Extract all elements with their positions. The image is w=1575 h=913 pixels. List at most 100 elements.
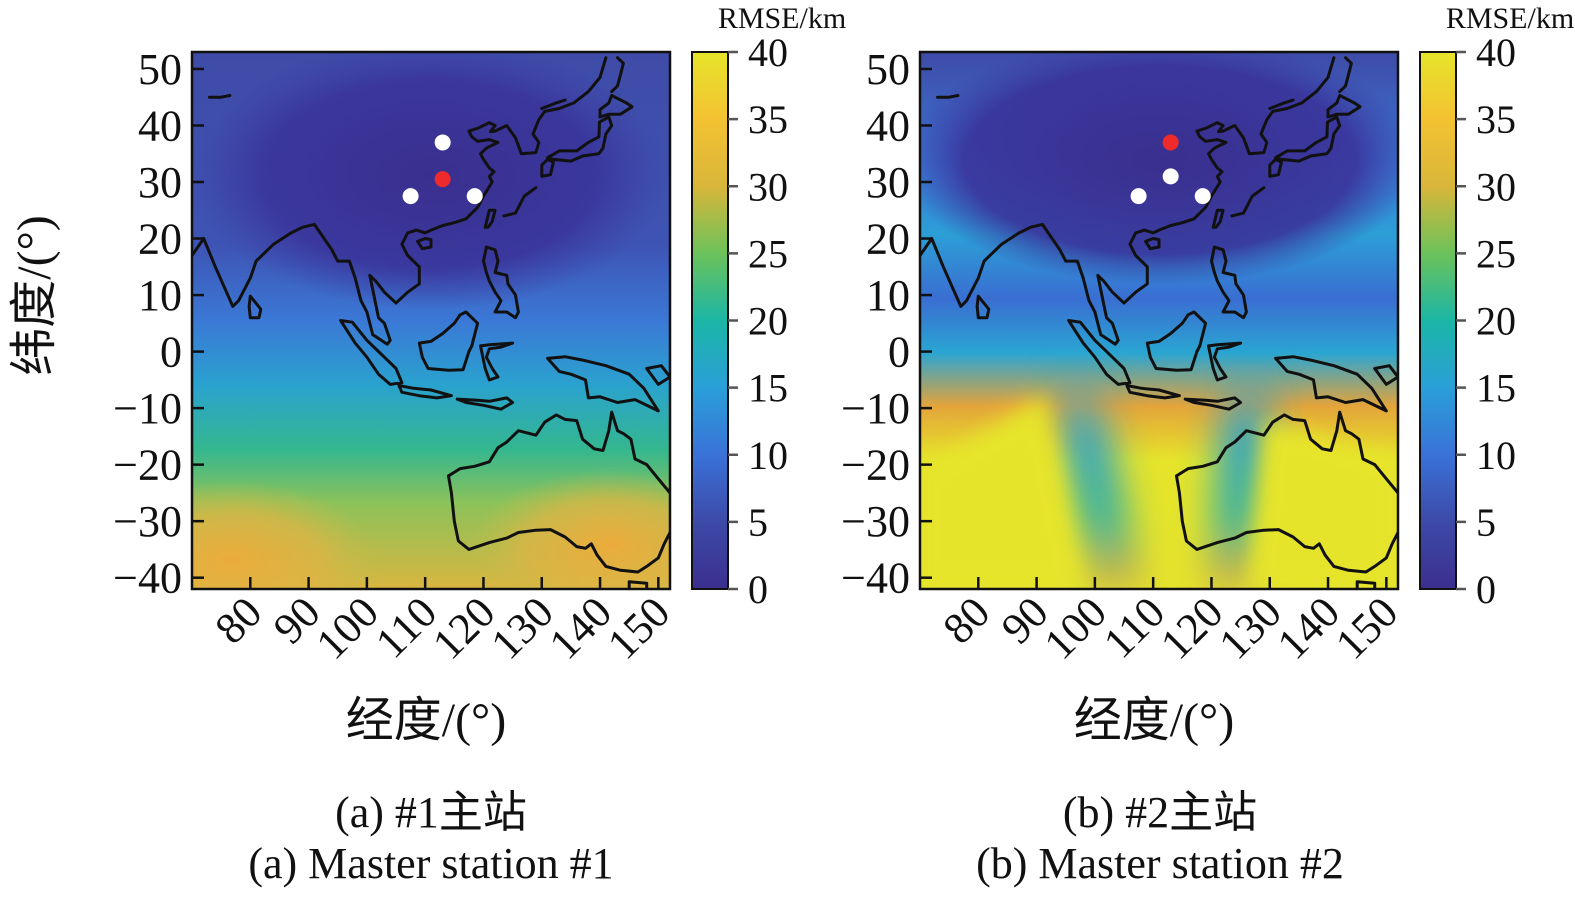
coastline-b-14 [1210,245,1248,320]
coastline-a-8 [645,364,670,386]
colorbar-tick-label-a-8: 0 [748,567,768,612]
colorbar-a [691,51,729,590]
coastline-b-3 [1125,384,1181,400]
coastline-a-14 [482,245,520,320]
master-station-b-0 [1162,134,1179,151]
plot-frame-b [918,50,1400,591]
x-axis-label-b: 经度/(°) [1074,694,1235,747]
y-tick-label-a-6: −10 [113,384,182,433]
coastline-b-16 [1274,115,1342,163]
x-tick-label-a-0: 80 [206,587,272,653]
coastline-b-18 [1338,56,1353,94]
y-tick-label-b-7: −20 [841,441,910,490]
caption-en-b: (b) Master station #2 [976,839,1344,888]
slave-station-b-3 [1194,188,1211,205]
y-tick-label-b-0: 50 [866,45,910,94]
coastline-b-5 [1207,341,1243,382]
plot-frame-a [190,50,672,591]
coastline-a-7 [546,355,660,413]
coastline-a-18 [610,56,625,94]
colorbar-b [1419,51,1457,590]
colorbar-label-a: RMSE/km [718,2,846,35]
coastline-b-10 [1175,410,1398,495]
coastline-b-19 [936,94,960,99]
y-tick-label-a-0: 50 [138,45,182,94]
colorbar-tick-label-b-8: 0 [1476,567,1496,612]
coastline-a-19 [208,94,232,99]
y-tick-label-a-2: 30 [138,158,182,207]
coastline-b-4 [1145,310,1208,372]
colorbar-tick-label-b-4: 20 [1476,299,1516,344]
coastline-a-16 [546,115,614,163]
coastline-b-1 [975,294,991,320]
caption-en-a: (a) Master station #1 [248,839,614,888]
colorbar-tick-label-a-3: 25 [748,231,788,276]
coastline-b-7 [1274,355,1388,413]
coastline-a-6 [455,396,515,411]
coastlines-b [920,56,1398,589]
x-tick-label-b-0: 80 [934,587,1000,653]
y-tick-label-a-8: −30 [113,497,182,546]
slave-station-a-1 [434,134,451,151]
colorbar-tick-label-b-2: 30 [1476,164,1516,209]
caption-cn-a: (a) #1主站 [335,788,527,837]
colorbar-tick-label-a-4: 20 [748,299,788,344]
y-tick-label-b-3: 20 [866,215,910,264]
coastline-a-1 [247,294,263,320]
coastline-a-2 [339,319,404,386]
coastline-a-5 [479,341,515,382]
coastline-b-0 [920,56,1336,346]
coastline-a-20 [540,98,567,110]
colorbar-tick-label-b-7: 5 [1476,500,1496,545]
master-station-a-0 [434,171,451,188]
colorbar-tick-label-a-6: 10 [748,433,788,478]
colorbar-tick-label-b-0: 40 [1476,30,1516,75]
y-tick-label-b-9: −40 [841,554,910,603]
slave-station-b-2 [1130,188,1147,205]
coastline-b-17 [1326,94,1362,119]
y-tick-label-a-5: 0 [160,328,182,377]
coastline-b-20 [1268,98,1295,110]
y-tick-label-b-4: 10 [866,271,910,320]
colorbar-tick-label-b-3: 25 [1476,231,1516,276]
colorbar-tick-label-b-5: 15 [1476,366,1516,411]
y-tick-label-b-5: 0 [888,328,910,377]
coastline-a-12 [483,208,497,229]
colorbar-label-b: RMSE/km [1446,2,1574,35]
y-tick-label-a-1: 40 [138,101,182,150]
colorbar-tick-label-a-0: 40 [748,30,788,75]
colorbar-tick-label-a-2: 30 [748,164,788,209]
coastline-b-22 [1230,186,1266,218]
coastline-a-9 [447,474,670,574]
coastline-a-13 [416,237,433,251]
slave-station-a-2 [402,188,419,205]
coastline-b-6 [1183,396,1243,411]
slave-station-b-1 [1162,168,1179,185]
coastline-b-2 [1067,319,1132,386]
y-tick-label-b-8: −30 [841,497,910,546]
coastline-a-17 [598,94,634,119]
coastline-a-4 [417,310,480,372]
y-tick-label-b-2: 30 [866,158,910,207]
colorbar-tick-label-b-1: 35 [1476,97,1516,142]
coastline-a-22 [502,186,538,218]
colorbar-tick-label-b-6: 10 [1476,433,1516,478]
coastline-b-15 [1268,157,1283,178]
coastline-b-13 [1144,237,1161,251]
y-tick-label-b-1: 40 [866,101,910,150]
coastline-a-15 [540,157,555,178]
coastline-b-12 [1211,208,1225,229]
y-axis-label-a: 纬度/(°) [8,215,61,376]
x-axis-label-a: 经度/(°) [346,694,507,747]
coastline-b-9 [1175,474,1398,574]
coastlines-a [192,56,670,589]
y-tick-label-a-3: 20 [138,215,182,264]
y-tick-label-a-7: −20 [113,441,182,490]
y-tick-label-a-9: −40 [113,554,182,603]
x-tick-label-b-7: 150 [1326,587,1407,668]
coastline-a-10 [447,410,670,495]
y-tick-label-a-4: 10 [138,271,182,320]
coastline-a-0 [192,56,608,346]
